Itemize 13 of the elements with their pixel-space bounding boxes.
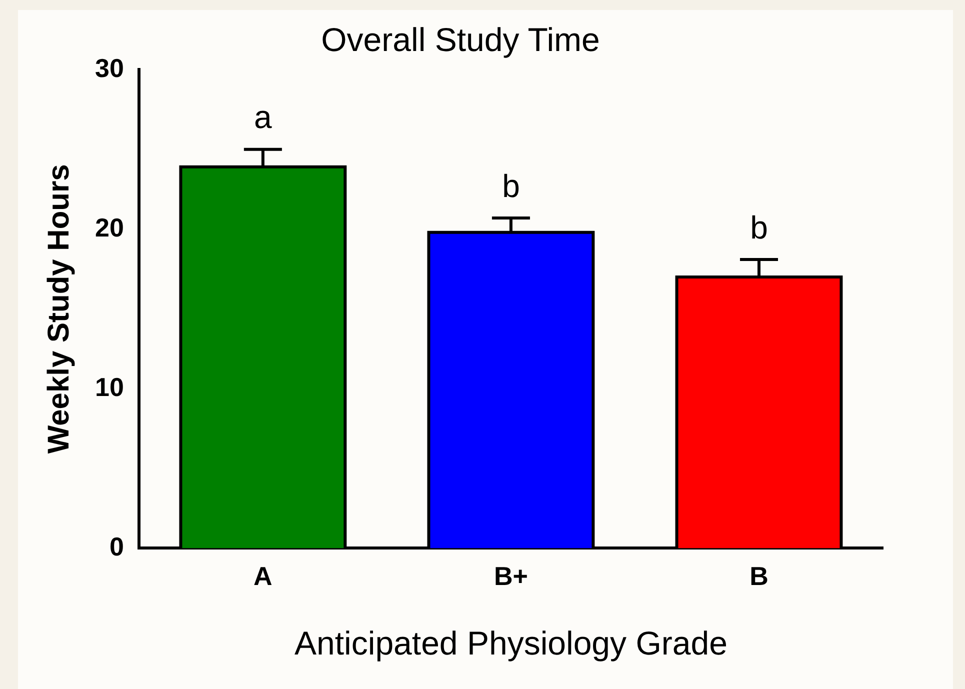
y-axis-title: Weekly Study Hours xyxy=(42,164,76,454)
y-tick-label: 30 xyxy=(95,52,124,83)
x-tick-label: B xyxy=(750,560,768,591)
y-tick-label: 20 xyxy=(95,212,124,242)
annotation: a xyxy=(254,99,272,136)
y-tick-label: 0 xyxy=(109,531,124,562)
x-tick-label: B+ xyxy=(494,560,528,591)
annotation: b xyxy=(750,209,768,246)
y-tick-label: 10 xyxy=(95,372,124,402)
x-axis-title: Anticipated Physiology Grade xyxy=(294,624,728,662)
chart-title: Overall Study Time xyxy=(321,20,600,58)
annotation: b xyxy=(502,168,520,204)
x-tick-label: A xyxy=(254,560,273,591)
